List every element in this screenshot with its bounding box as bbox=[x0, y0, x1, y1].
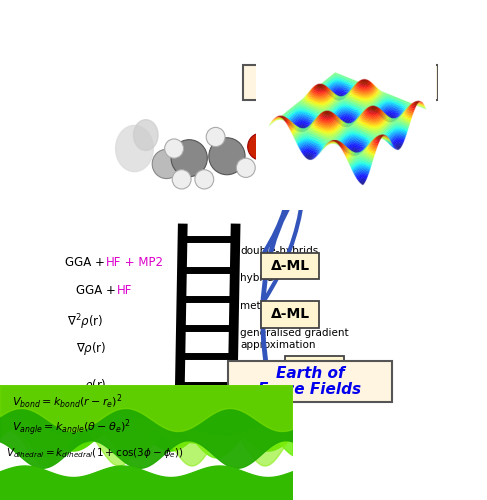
Circle shape bbox=[171, 140, 207, 176]
Text: $V_{dihedral} = k_{dihedral}(1 + \cos(3\phi - \phi_e))$: $V_{dihedral} = k_{dihedral}(1 + \cos(3\… bbox=[6, 446, 184, 460]
Text: meta-GGA: meta-GGA bbox=[240, 302, 295, 312]
FancyBboxPatch shape bbox=[261, 252, 319, 280]
Text: HF: HF bbox=[117, 284, 132, 298]
Text: + MP2: + MP2 bbox=[120, 256, 163, 268]
Text: Δ-ML: Δ-ML bbox=[271, 307, 310, 321]
Text: hybrids: hybrids bbox=[240, 272, 279, 282]
FancyBboxPatch shape bbox=[228, 361, 392, 402]
Text: GGA +: GGA + bbox=[65, 256, 108, 268]
Text: local density: local density bbox=[240, 380, 306, 390]
Circle shape bbox=[195, 170, 214, 189]
Text: DFT Ladder: DFT Ladder bbox=[68, 397, 171, 412]
Text: Δ-ML: Δ-ML bbox=[295, 363, 334, 377]
FancyBboxPatch shape bbox=[261, 300, 319, 328]
Circle shape bbox=[275, 126, 296, 148]
Circle shape bbox=[248, 133, 274, 160]
FancyBboxPatch shape bbox=[65, 388, 173, 421]
Text: GGA +: GGA + bbox=[76, 284, 120, 298]
Circle shape bbox=[209, 138, 245, 174]
FancyBboxPatch shape bbox=[243, 64, 437, 100]
Text: CCSD(T) Heaven: CCSD(T) Heaven bbox=[267, 74, 413, 90]
Text: double-hybrids: double-hybrids bbox=[240, 246, 318, 256]
Text: Δ-ML: Δ-ML bbox=[271, 259, 310, 273]
Ellipse shape bbox=[115, 126, 153, 172]
FancyBboxPatch shape bbox=[285, 356, 344, 384]
Text: $\nabla\rho$(r): $\nabla\rho$(r) bbox=[76, 340, 106, 357]
Text: generalised gradient
approximation: generalised gradient approximation bbox=[240, 328, 349, 350]
Text: $V_{angle} = k_{angle}(\theta - \theta_e)^2$: $V_{angle} = k_{angle}(\theta - \theta_e… bbox=[12, 417, 131, 438]
Text: Earth of
Force Fields: Earth of Force Fields bbox=[259, 366, 361, 397]
Text: $V_{bond} = k_{bond}(r - r_e)^2$: $V_{bond} = k_{bond}(r - r_e)^2$ bbox=[12, 392, 122, 411]
Text: HF: HF bbox=[105, 256, 121, 268]
Circle shape bbox=[206, 128, 225, 146]
Text: $\rho$(r): $\rho$(r) bbox=[84, 377, 106, 394]
Circle shape bbox=[236, 158, 255, 178]
Circle shape bbox=[172, 170, 191, 189]
Circle shape bbox=[165, 139, 184, 158]
Text: $\nabla^2\rho$(r): $\nabla^2\rho$(r) bbox=[67, 312, 103, 332]
Circle shape bbox=[152, 150, 181, 178]
Ellipse shape bbox=[133, 120, 158, 150]
